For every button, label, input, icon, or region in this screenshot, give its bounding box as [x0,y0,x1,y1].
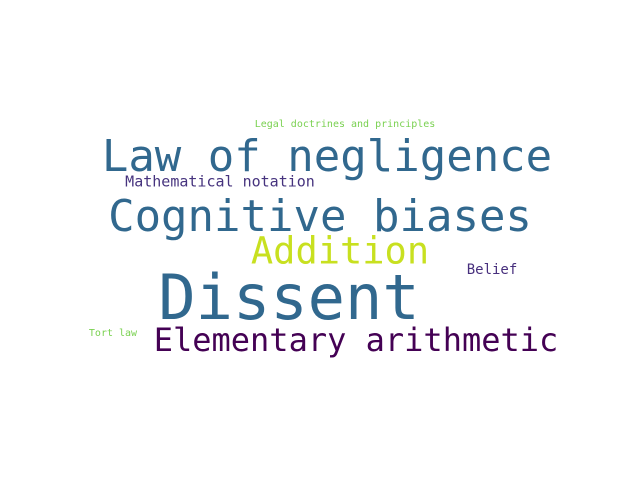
word-mathematical-notation: Mathematical notation [125,172,315,191]
word-cognitive-biases: Cognitive biases [108,191,532,242]
word-belief: Belief [466,262,518,278]
word-law-of-negligence: Law of negligence [101,131,553,182]
word-addition: Addition [250,229,430,273]
word-legal-doctrines-and-principles: Legal doctrines and principles [254,119,436,130]
word-elementary-arithmetic: Elementary arithmetic [153,321,559,359]
word-tort-law: Tort law [88,328,138,339]
word-dissent: Dissent [158,261,420,334]
